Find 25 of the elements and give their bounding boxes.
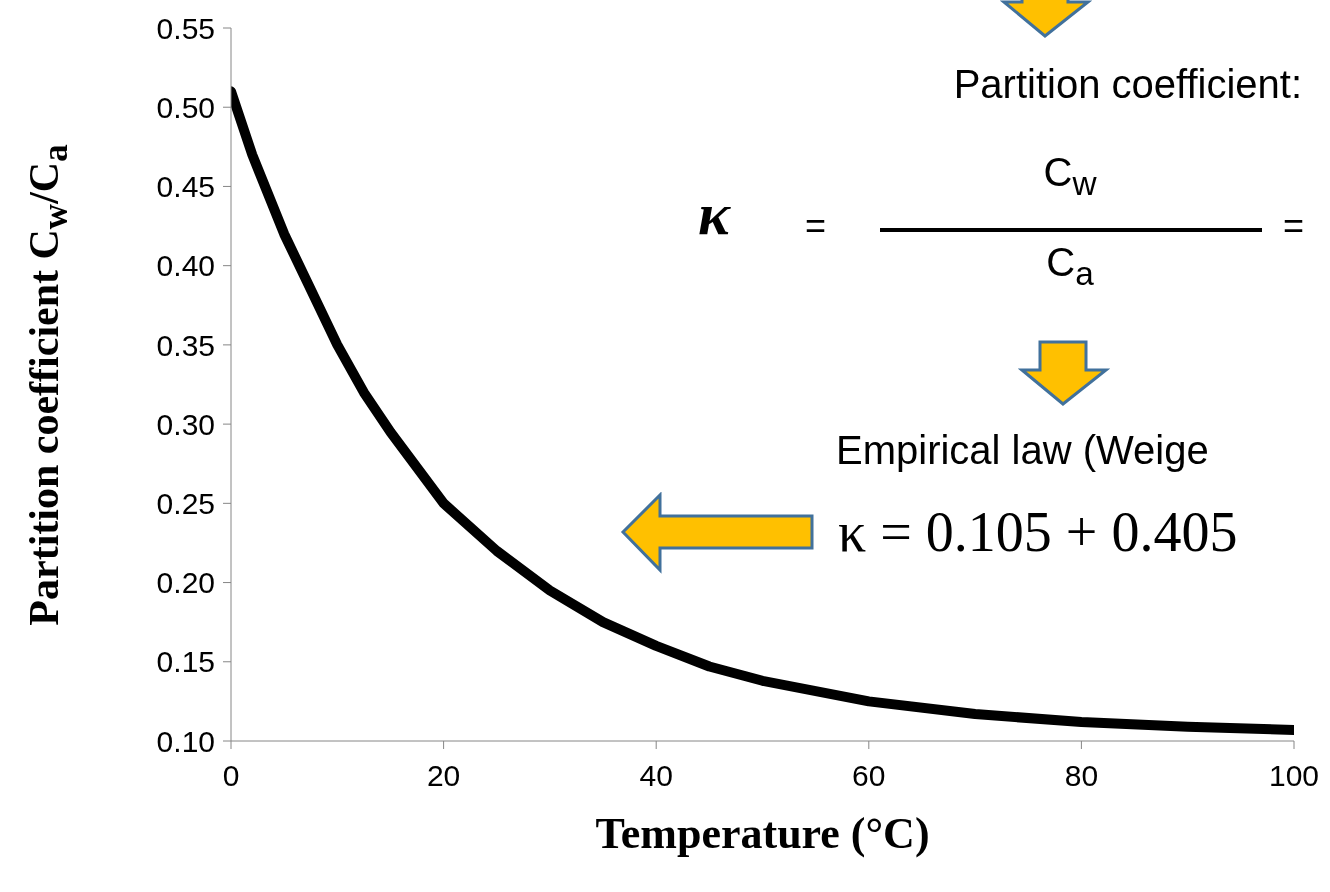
y-tick-label: 0.30 (156, 407, 215, 441)
x-tick-label: 100 (1268, 759, 1320, 793)
x-tick-label: 0 (222, 759, 240, 793)
annotation: C$_{w}$ (1042, 150, 1098, 203)
x-tick-label: 80 (1064, 759, 1099, 793)
y-tick-label: 0.20 (156, 566, 215, 600)
x-axis-title: Temperature (°C) (594, 808, 931, 859)
annotation: = (805, 205, 827, 247)
y-tick-label: 0.55 (156, 11, 215, 45)
annotation: Empirical law (Weige (836, 428, 1209, 473)
annotation: Partition coefficient: (953, 62, 1302, 107)
y-tick-label: 0.50 (156, 90, 215, 124)
y-tick-label: 0.10 (156, 724, 215, 758)
annotation: = (1283, 205, 1305, 247)
annotation: κ (698, 180, 730, 249)
annotation: κ = 0.105 + 0.405 (838, 500, 1238, 564)
y-tick-label: 0.15 (156, 645, 215, 679)
x-tick-label: 20 (426, 759, 461, 793)
x-tick-label: 60 (852, 759, 886, 793)
y-tick-label: 0.40 (156, 249, 215, 283)
y-tick-label: 0.25 (156, 486, 215, 520)
x-tick-label: 40 (639, 759, 673, 793)
y-tick-label: 0.35 (156, 328, 215, 362)
y-tick-label: 0.45 (156, 170, 215, 204)
annotation: C$_{a}$ (1045, 240, 1095, 293)
